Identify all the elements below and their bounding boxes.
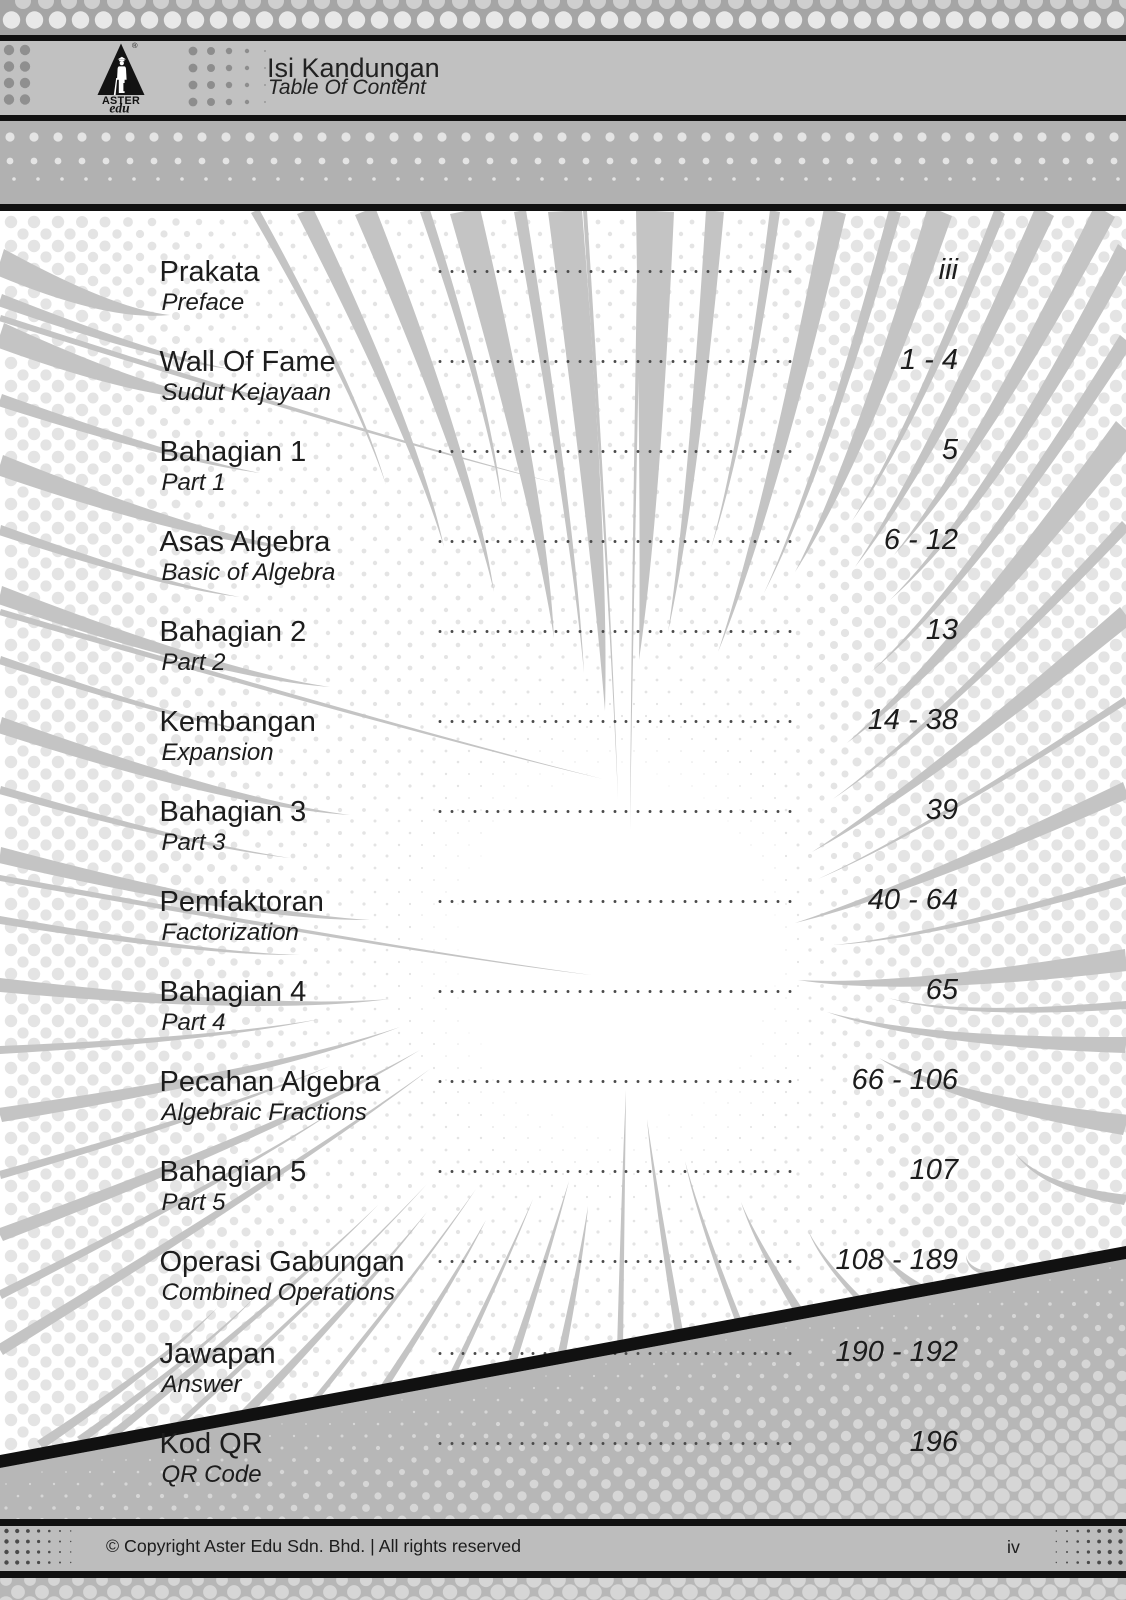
svg-text:®: ®: [132, 41, 138, 50]
svg-text:edu: edu: [109, 101, 130, 116]
svg-text:ASTER: ASTER: [102, 95, 140, 107]
